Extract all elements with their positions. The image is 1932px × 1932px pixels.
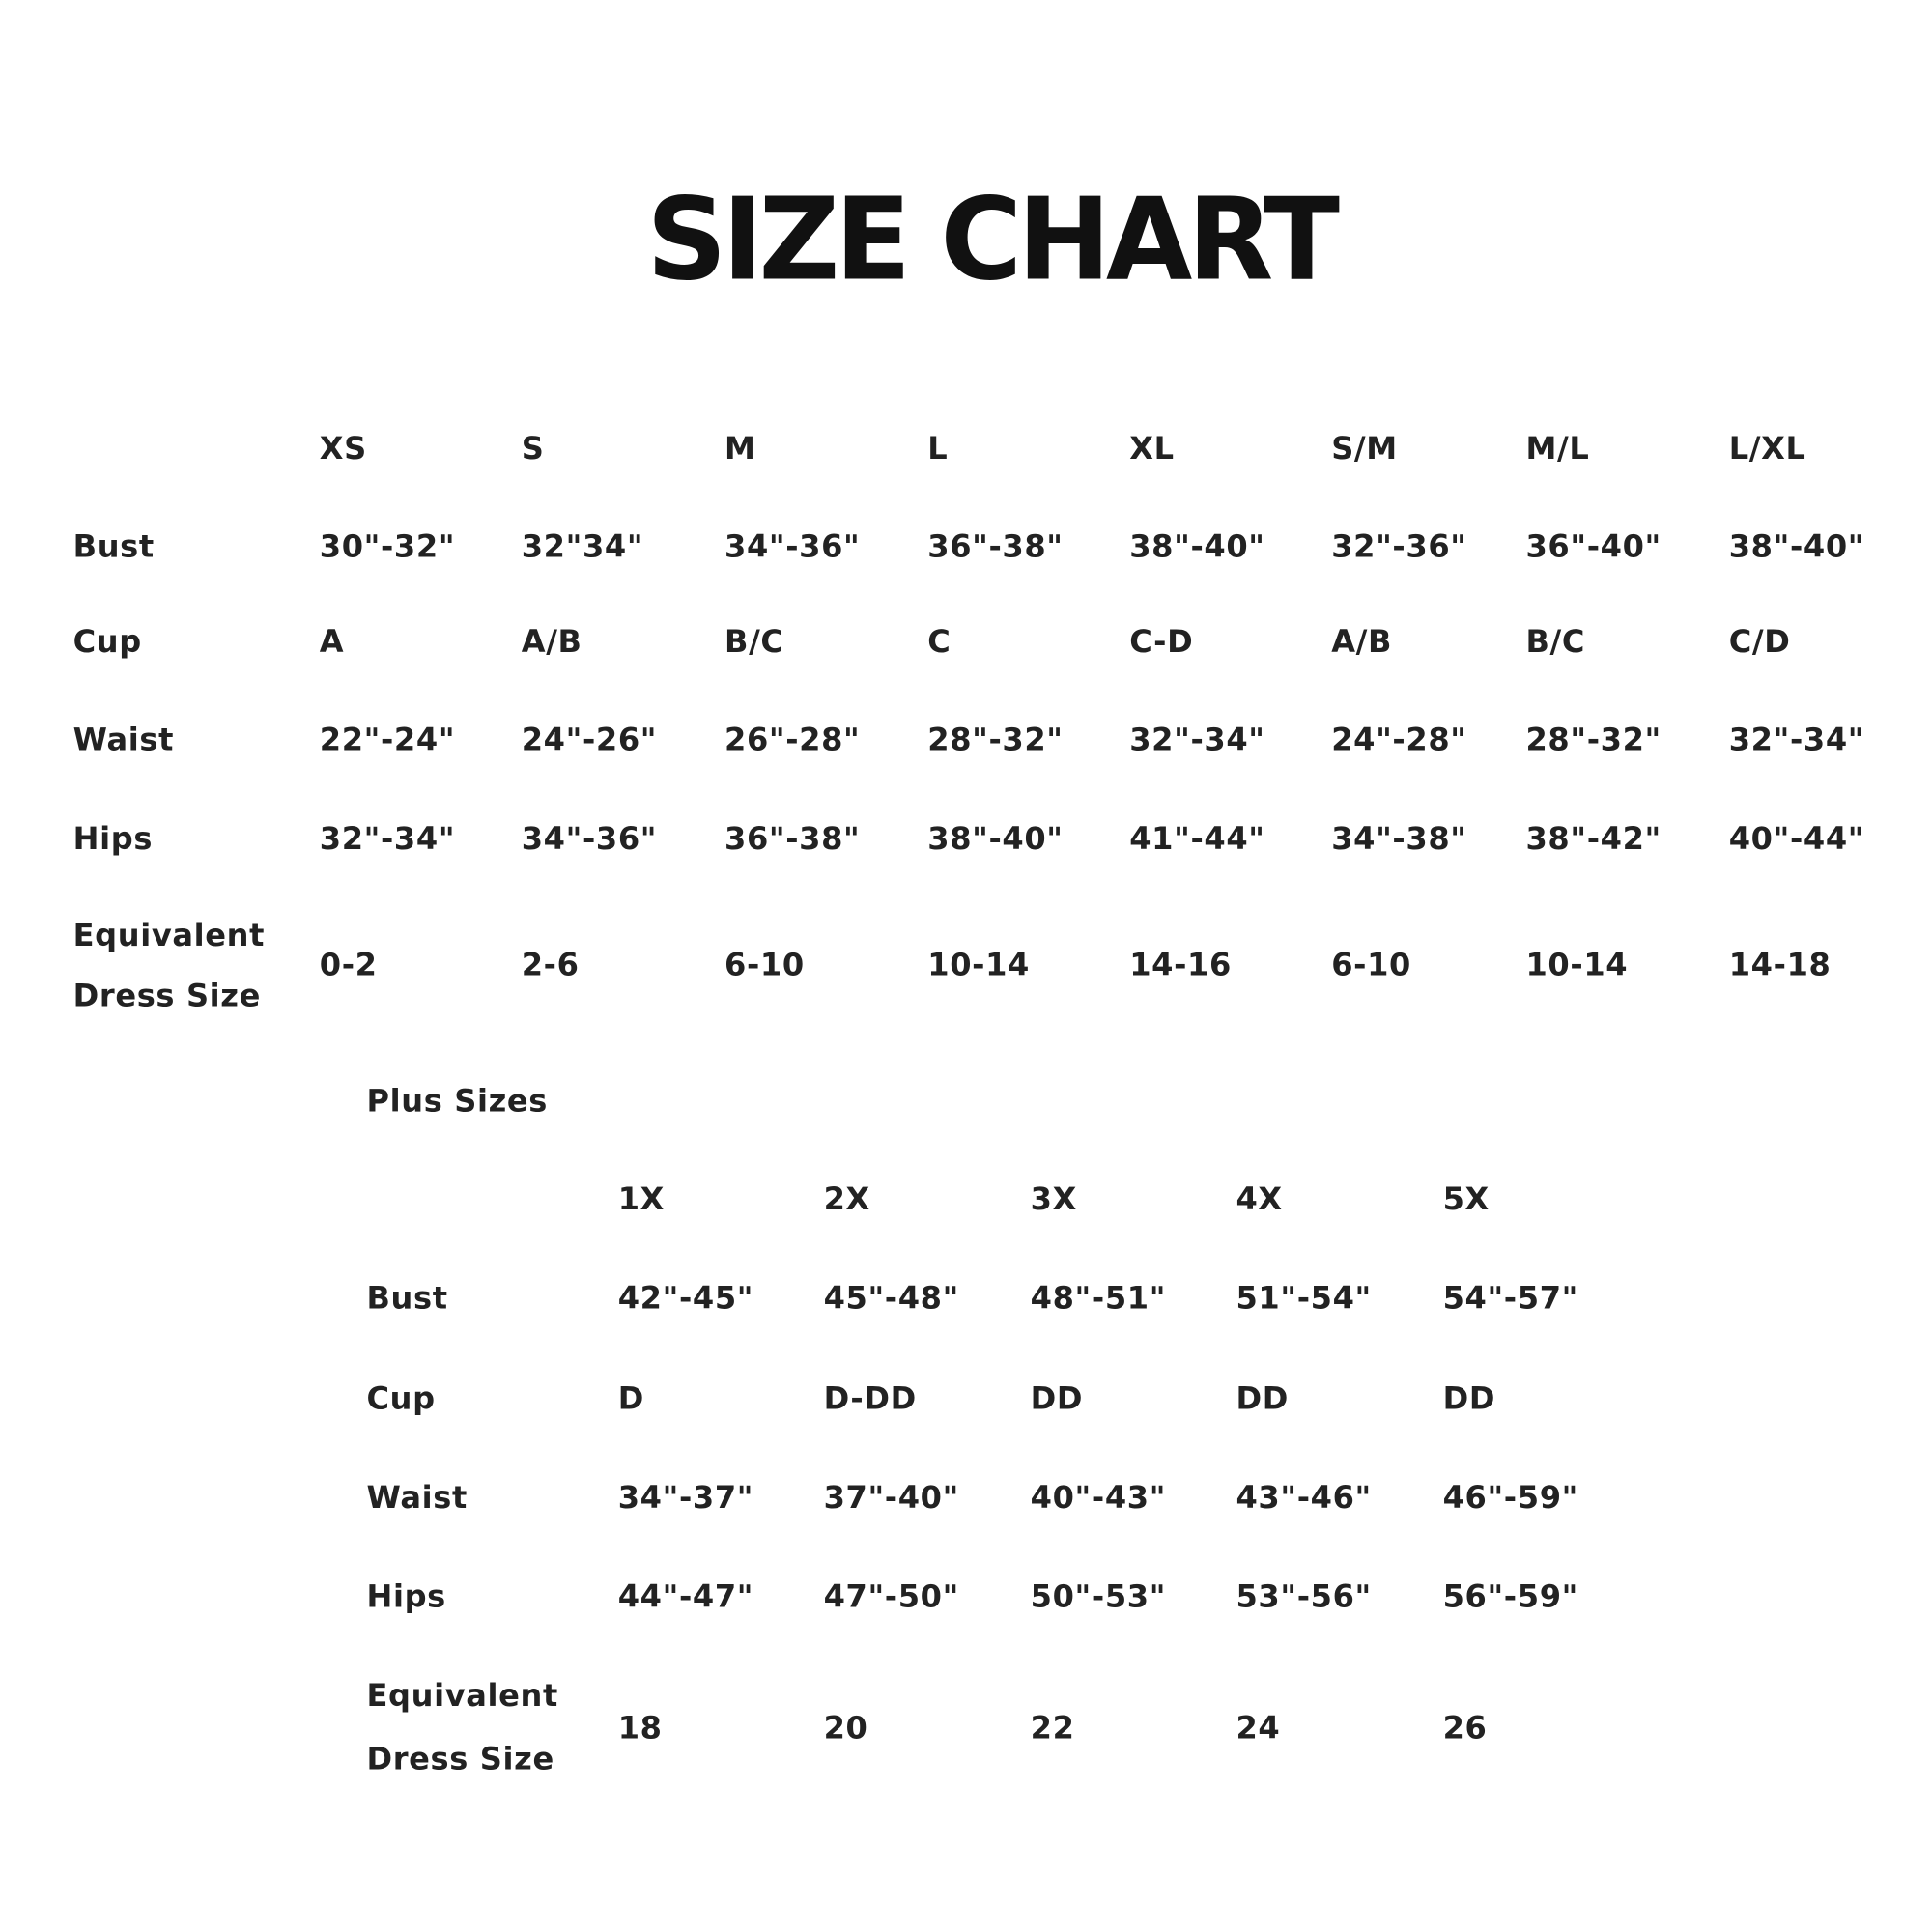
row-label: Equivalent	[72, 917, 266, 953]
table-cell: 18	[617, 1709, 663, 1747]
size-header: 4X	[1236, 1180, 1283, 1217]
table-cell: 38"-40"	[1129, 527, 1265, 564]
table-cell: 22	[1030, 1709, 1075, 1747]
table-cell: 34"-36"	[724, 527, 861, 564]
size-header: M	[724, 430, 756, 467]
table-cell: 50"-53"	[1030, 1577, 1167, 1615]
size-header: 2X	[823, 1180, 870, 1217]
table-cell: 36"-38"	[927, 527, 1064, 564]
table-cell: 34"-38"	[1331, 820, 1467, 857]
table-cell: A	[319, 623, 345, 660]
table-cell: 38"-42"	[1525, 820, 1662, 857]
table-cell: 26	[1442, 1709, 1488, 1747]
table-cell: 56"-59"	[1442, 1577, 1578, 1615]
table-cell: 45"-48"	[823, 1279, 959, 1317]
table-cell: A/B	[1331, 623, 1393, 660]
row-label: Cup	[72, 623, 142, 660]
table-cell: 24"-26"	[521, 721, 658, 757]
table-cell: B/C	[724, 623, 784, 660]
row-label: Cup	[366, 1379, 436, 1417]
table-cell: 51"-54"	[1236, 1279, 1372, 1317]
table-cell: 10-14	[927, 947, 1030, 983]
size-header: L/XL	[1728, 430, 1806, 467]
size-header: L	[927, 430, 949, 467]
table-cell: 53"-56"	[1236, 1577, 1372, 1615]
table-cell: 44"-47"	[617, 1577, 754, 1615]
row-label: Hips	[72, 820, 154, 857]
size-header: XS	[319, 430, 367, 467]
table-cell: 32"-34"	[1129, 721, 1265, 757]
table-cell: 28"-32"	[927, 721, 1064, 757]
plus-sizes-heading: Plus Sizes	[366, 1083, 548, 1120]
table-cell: 10-14	[1525, 947, 1629, 983]
table-cell: 38"-40"	[1728, 527, 1865, 564]
table-cell: 42"-45"	[617, 1279, 754, 1317]
table-cell: DD	[1442, 1379, 1496, 1417]
row-label: Waist	[366, 1479, 468, 1516]
table-cell: 14-16	[1129, 947, 1232, 983]
size-header: 3X	[1030, 1180, 1077, 1217]
row-label: Dress Size	[366, 1740, 554, 1777]
table-cell: 38"-40"	[927, 820, 1064, 857]
table-cell: 32"-36"	[1331, 527, 1467, 564]
size-header: M/L	[1525, 430, 1590, 467]
size-header: 1X	[617, 1180, 666, 1217]
table-cell: 46"-59"	[1442, 1479, 1578, 1516]
table-cell: DD	[1030, 1379, 1084, 1417]
table-cell: C	[927, 623, 952, 660]
table-cell: 40"-43"	[1030, 1479, 1167, 1516]
table-cell: 24	[1236, 1709, 1281, 1747]
row-label: Waist	[72, 721, 175, 757]
table-cell: 26"-28"	[724, 721, 861, 757]
table-cell: 40"-44"	[1728, 820, 1865, 857]
table-cell: 20	[823, 1709, 868, 1747]
row-label: Bust	[72, 527, 155, 564]
size-header: S/M	[1331, 430, 1398, 467]
table-cell: 28"-32"	[1525, 721, 1662, 757]
table-cell: 48"-51"	[1030, 1279, 1167, 1317]
table-cell: 6-10	[724, 947, 805, 983]
table-cell: 0-2	[319, 947, 378, 983]
table-cell: 2-6	[521, 947, 580, 983]
table-cell: 14-18	[1728, 947, 1832, 983]
table-cell: C-D	[1129, 623, 1194, 660]
table-cell: 37"-40"	[823, 1479, 959, 1516]
table-cell: 43"-46"	[1236, 1479, 1372, 1516]
table-cell: 24"-28"	[1331, 721, 1467, 757]
table-cell: DD	[1236, 1379, 1289, 1417]
table-cell: 32"-34"	[319, 820, 456, 857]
table-cell: 54"-57"	[1442, 1279, 1578, 1317]
table-cell: 47"-50"	[823, 1577, 959, 1615]
row-label: Hips	[366, 1577, 446, 1615]
table-cell: 36"-40"	[1525, 527, 1662, 564]
table-cell: 32"34"	[521, 527, 644, 564]
size-header: S	[521, 430, 545, 467]
table-cell: D	[617, 1379, 645, 1417]
page-title: SIZE CHART	[646, 173, 1340, 306]
table-cell: C/D	[1728, 623, 1791, 660]
table-cell: D-DD	[823, 1379, 917, 1417]
table-cell: 34"-36"	[521, 820, 658, 857]
table-cell: 34"-37"	[617, 1479, 754, 1516]
table-cell: 41"-44"	[1129, 820, 1265, 857]
row-label: Equivalent	[366, 1677, 558, 1714]
table-cell: 36"-38"	[724, 820, 861, 857]
row-label: Dress Size	[72, 978, 261, 1014]
table-cell: A/B	[521, 623, 582, 660]
size-header: XL	[1129, 430, 1175, 467]
row-label: Bust	[366, 1279, 448, 1317]
table-cell: B/C	[1525, 623, 1586, 660]
table-cell: 22"-24"	[319, 721, 456, 757]
table-cell: 6-10	[1331, 947, 1411, 983]
size-header: 5X	[1442, 1180, 1490, 1217]
table-cell: 30"-32"	[319, 527, 456, 564]
table-cell: 32"-34"	[1728, 721, 1865, 757]
